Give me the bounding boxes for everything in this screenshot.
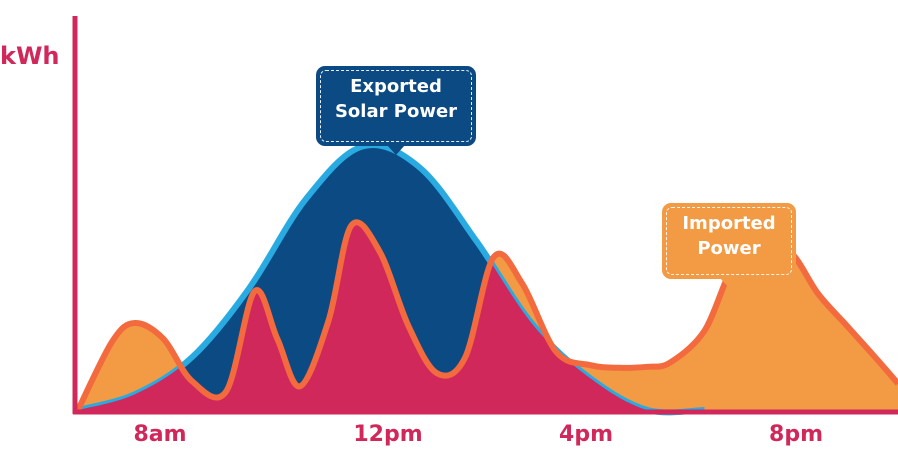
callout-line: Power [697, 238, 761, 259]
callout-line: Solar Power [334, 101, 458, 122]
callout-line: Exported [350, 76, 442, 97]
x-tick-label: 12pm [353, 422, 423, 447]
x-tick-label: 8am [133, 422, 187, 447]
exported-solar-callout: Exported Solar Power [316, 66, 476, 155]
callout-line: Imported [682, 213, 776, 234]
imported-power-callout: Imported Power [662, 203, 796, 288]
y-axis-label: kWh [0, 42, 60, 70]
x-tick-label: 4pm [559, 422, 613, 447]
x-tick-label: 8pm [769, 422, 823, 447]
